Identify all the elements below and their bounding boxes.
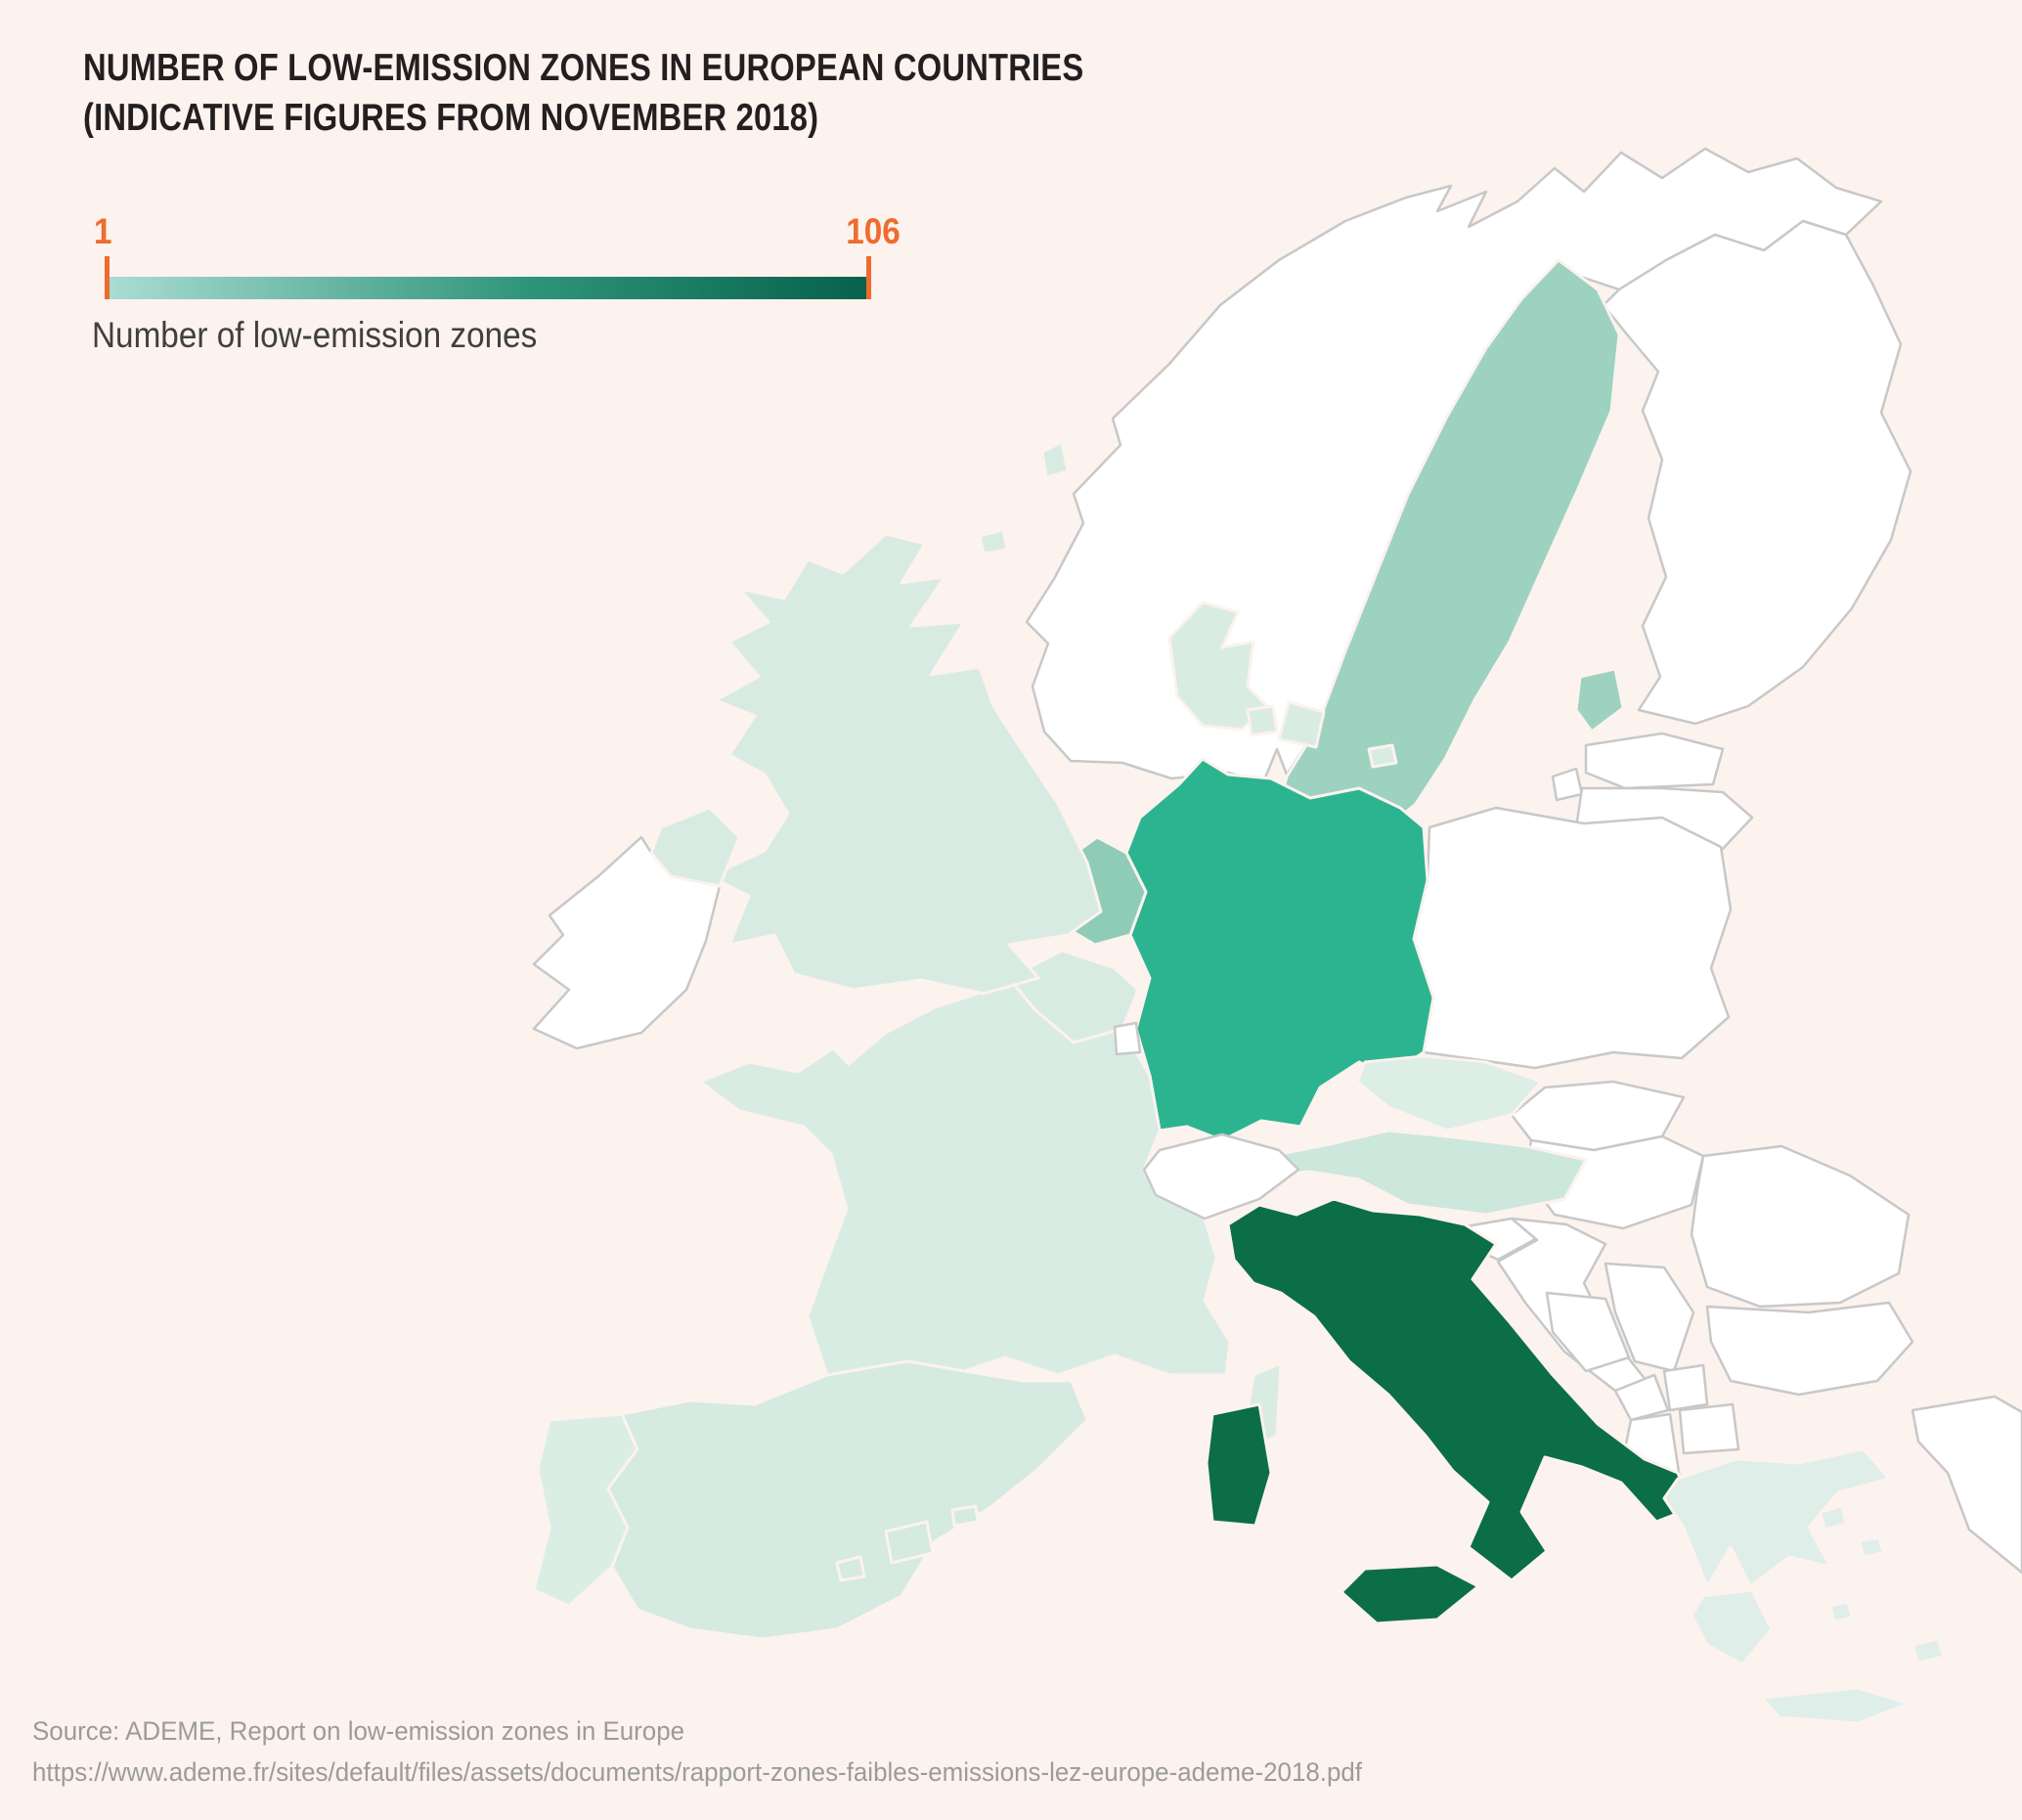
source-line2: https://www.ademe.fr/sites/default/files… bbox=[32, 1756, 1363, 1787]
country-estonia-saaremaa bbox=[1551, 767, 1584, 802]
source-note: Source: ADEME, Report on low-emission zo… bbox=[32, 1711, 1362, 1794]
country-bulgaria bbox=[1705, 1301, 1914, 1397]
country-denmark bbox=[1167, 600, 1269, 732]
legend-min-label: 1 bbox=[94, 211, 112, 251]
country-finland bbox=[1602, 219, 1912, 726]
country-italy-sicily bbox=[1340, 1563, 1480, 1625]
legend-min-tick bbox=[105, 256, 110, 299]
country-estonia bbox=[1584, 732, 1725, 790]
country-france bbox=[698, 976, 1232, 1377]
country-ireland bbox=[532, 835, 722, 1050]
country-denmark-zealand bbox=[1277, 700, 1326, 749]
page-title-line2: (INDICATIVE FIGURES FROM NOVEMBER 2018) bbox=[83, 97, 819, 140]
country-united-kingdom bbox=[708, 532, 1103, 996]
country-spain-menorca bbox=[950, 1504, 980, 1528]
country-kosovo bbox=[1662, 1363, 1709, 1412]
country-greece bbox=[1662, 1447, 1891, 1588]
country-greece-peloponnese bbox=[1690, 1588, 1774, 1666]
country-spain bbox=[606, 1359, 1089, 1641]
country-austria bbox=[1279, 1129, 1588, 1217]
legend-caption: Number of low-emission zones bbox=[92, 315, 538, 355]
country-united-kingdom-northern-ireland bbox=[649, 806, 741, 888]
country-denmark-bornholm bbox=[1367, 743, 1398, 769]
country-romania bbox=[1690, 1144, 1911, 1309]
country-denmark-funen bbox=[1246, 704, 1279, 737]
legend-max-tick bbox=[866, 256, 871, 299]
legend-max-label: 106 bbox=[846, 211, 901, 251]
country-spain-ibiza bbox=[835, 1555, 866, 1582]
country-north-macedonia bbox=[1678, 1402, 1740, 1455]
country-italy-sardinia bbox=[1205, 1402, 1273, 1528]
country-greece-crete bbox=[1760, 1686, 1911, 1725]
country-montenegro bbox=[1613, 1373, 1670, 1422]
country-switzerland bbox=[1142, 1132, 1300, 1221]
country-poland bbox=[1412, 806, 1733, 1070]
country-spain-mallorca bbox=[884, 1520, 935, 1565]
page-title-line1: NUMBER OF LOW-EMISSION ZONES IN EUROPEAN… bbox=[83, 47, 1084, 89]
country-czech-republic bbox=[1355, 1054, 1543, 1132]
country-sweden-gotland bbox=[1574, 667, 1625, 733]
country-italy bbox=[1226, 1197, 1693, 1582]
country-turkey bbox=[1911, 1395, 2022, 1575]
country-luxembourg bbox=[1113, 1021, 1142, 1056]
country-united-kingdom-shetland bbox=[1040, 440, 1070, 479]
legend-gradient-bar bbox=[110, 277, 866, 299]
country-united-kingdom-orkney bbox=[978, 528, 1009, 555]
country-bosnia-herzegovina bbox=[1545, 1291, 1631, 1373]
source-line1: Source: ADEME, Report on low-emission zo… bbox=[32, 1716, 685, 1746]
page-title: NUMBER OF LOW-EMISSION ZONES IN EUROPEAN… bbox=[83, 43, 1083, 144]
country-greece-islands bbox=[1819, 1504, 1946, 1665]
